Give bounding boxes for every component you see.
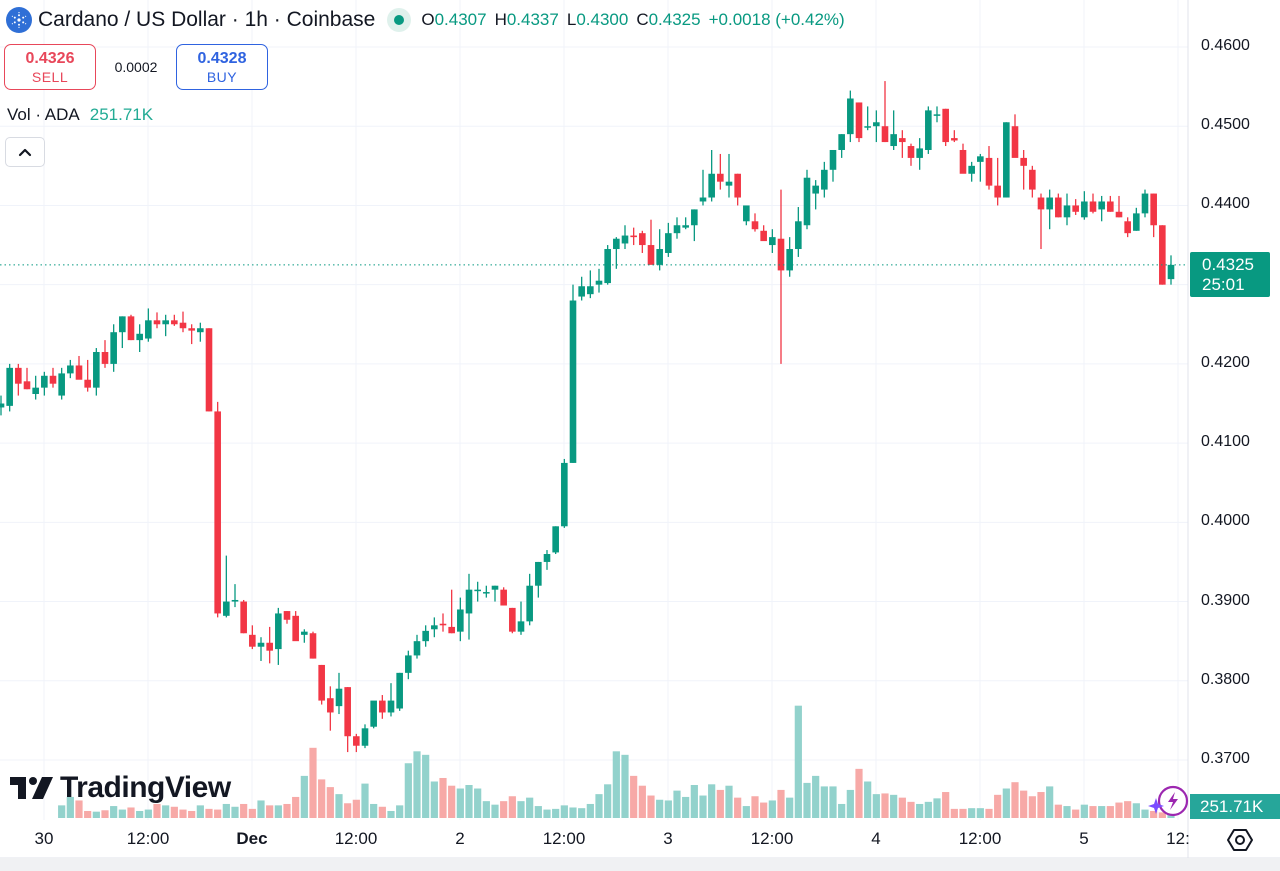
time-tick-label: 12: (1166, 829, 1190, 848)
ohlc-low: L0.4300 (566, 10, 629, 29)
market-open-dot (387, 8, 412, 32)
price-tick-label: 0.3900 (1201, 591, 1250, 609)
tradingview-logo-icon (10, 777, 53, 799)
volume-price-tag: 251.71K (1190, 794, 1280, 819)
volume-legend[interactable]: Vol · ADA 251.71K (7, 105, 153, 125)
time-tick-label: 12:00 (126, 829, 170, 848)
last-price-value: 0.4325 (1202, 255, 1254, 274)
price-tick-label: 0.3800 (1201, 670, 1250, 688)
chart-settings-icon[interactable] (1226, 827, 1254, 853)
spread-value: 0.0002 (114, 59, 158, 75)
price-tick-label: 0.4400 (1201, 195, 1250, 213)
chart-grid (0, 0, 1189, 858)
price-tick-label: 0.4500 (1201, 116, 1250, 134)
buy-price: 0.4328 (197, 49, 247, 67)
cardano-logo-icon (6, 7, 32, 33)
collapse-legend-button[interactable] (5, 137, 45, 167)
ohlc-close: C0.4325 (636, 10, 701, 29)
time-tick-label: 2 (455, 829, 465, 848)
volume-legend-label: Vol · ADA (7, 105, 80, 124)
volume-legend-value: 251.71K (89, 105, 154, 124)
sell-button[interactable]: 0.4326 SELL (4, 44, 96, 90)
bar-countdown: 25:01 (1202, 275, 1245, 294)
last-price-tag: 0.4325 25:01 (1190, 252, 1270, 297)
candles (0, 81, 1175, 753)
volume-bars (58, 705, 1175, 818)
time-tick-label: 12:00 (958, 829, 1002, 848)
sell-price: 0.4326 (25, 49, 75, 67)
time-tick-label: Dec (236, 829, 268, 848)
chart-legend-header: Cardano / US Dollar · 1h · Coinbase O0.4… (6, 6, 845, 34)
trade-panel: 0.4326 SELL 0.0002 0.4328 BUY (4, 44, 268, 90)
time-tick-label: 12:00 (542, 829, 586, 848)
price-change: +0.0018 (+0.42%) (708, 10, 845, 29)
time-tick-label: 4 (871, 829, 881, 848)
ohlc-high: H0.4337 (494, 10, 559, 29)
price-tick-label: 0.3700 (1201, 750, 1250, 767)
time-tick-label: 5 (1079, 829, 1089, 848)
ohlc-open: O0.4307 (421, 10, 487, 29)
time-tick-label: 3 (663, 829, 673, 848)
sell-label: SELL (31, 68, 69, 85)
bottom-strip (0, 858, 1280, 871)
time-tick-label: 12:00 (750, 829, 794, 848)
buy-button[interactable]: 0.4328 BUY (176, 44, 268, 90)
tradingview-logo-text: TradingView (60, 771, 231, 804)
time-tick-label: 12:00 (334, 829, 378, 848)
price-tick-label: 0.4100 (1201, 433, 1250, 451)
price-tick-label: 0.4200 (1201, 353, 1250, 371)
lightning-icon (1168, 792, 1178, 810)
lightning-assistant-button[interactable] (1148, 784, 1190, 820)
price-tick-label: 0.4000 (1201, 512, 1250, 530)
price-tick-label: 0.4600 (1201, 37, 1250, 54)
sparkle-icon (1148, 798, 1164, 814)
time-tick-label: 30 (34, 829, 54, 848)
buy-label: BUY (206, 68, 238, 85)
symbol-title[interactable]: Cardano / US Dollar · 1h · Coinbase (38, 8, 376, 31)
chevron-up-icon (18, 148, 32, 157)
tradingview-logo[interactable]: TradingView (10, 771, 231, 805)
